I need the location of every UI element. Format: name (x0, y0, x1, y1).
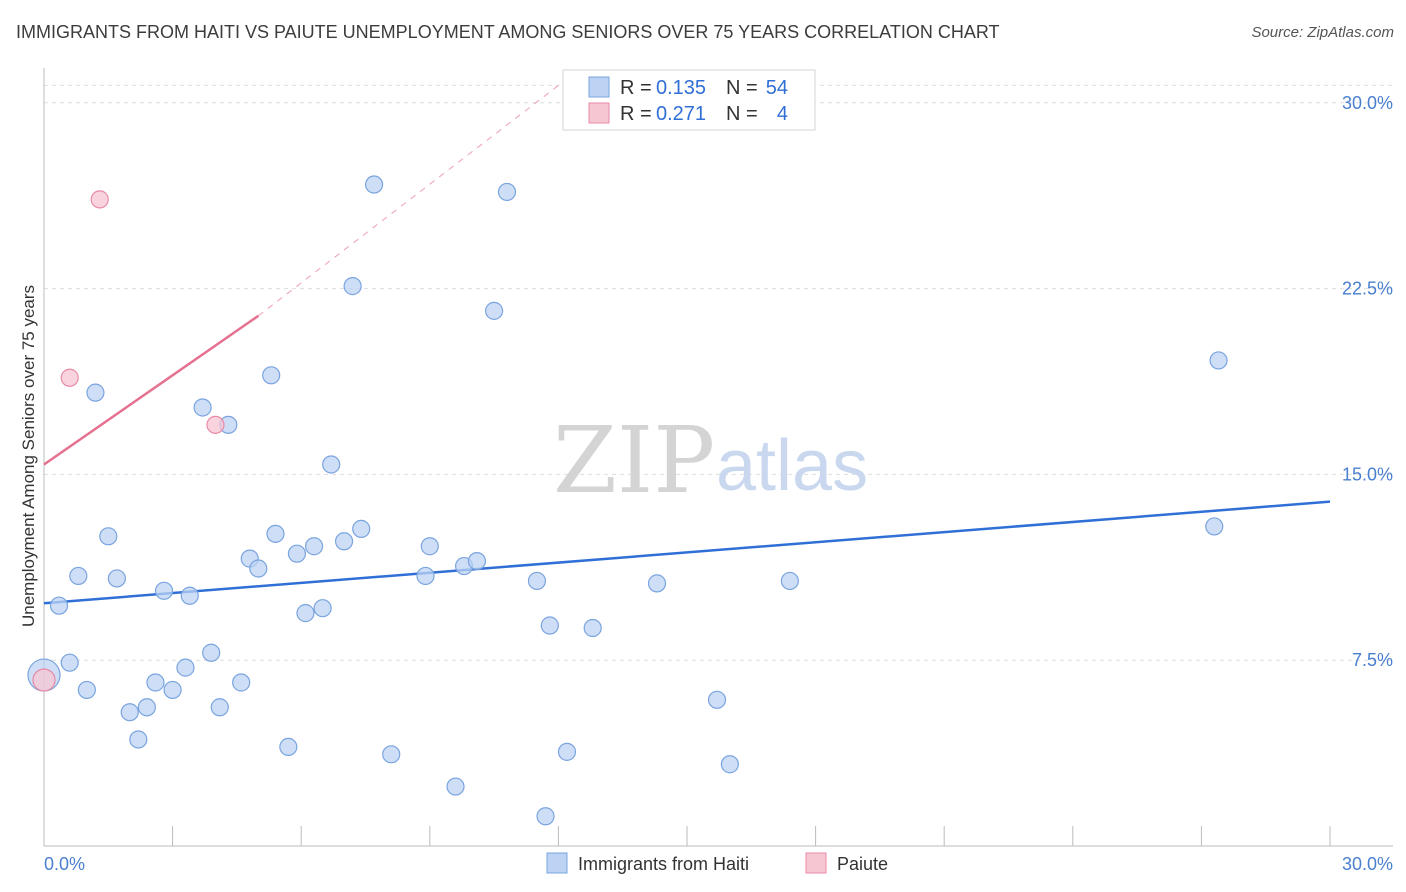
point-haiti (69, 566, 88, 586)
point-haiti (99, 527, 118, 546)
point-haiti (262, 366, 281, 385)
watermark-zip: ZIP (553, 407, 715, 514)
point-haiti (485, 301, 504, 320)
x-tick-label-max: 30.0% (1342, 854, 1393, 874)
point-haiti (60, 653, 79, 672)
axes (43, 68, 1393, 847)
chart-title: IMMIGRANTS FROM HAITI VS PAIUTE UNEMPLOY… (16, 22, 1000, 42)
point-haiti (232, 673, 251, 692)
point-haiti (129, 730, 148, 749)
watermark-atlas: atlas (716, 426, 868, 506)
legend-n-value-haiti: 54 (766, 77, 788, 99)
point-haiti (382, 745, 401, 764)
point-haiti (180, 586, 199, 605)
point-haiti (202, 643, 221, 662)
legend-r-value-haiti: 0.135 (656, 77, 706, 99)
grid-lines (44, 84, 1393, 661)
point-haiti (1205, 517, 1224, 536)
point-haiti (249, 559, 268, 578)
point-haiti (540, 616, 559, 635)
legend-swatch-paiute (588, 102, 610, 124)
y-tick-label: 7.5% (1352, 650, 1393, 670)
point-haiti (313, 599, 332, 618)
trend-line-paiute (43, 314, 260, 466)
point-haiti (210, 698, 229, 717)
correlation-legend: R = 0.135 N = 54 R = 0.271 N = 4 (562, 69, 816, 131)
point-paiute (32, 668, 56, 692)
point-haiti (86, 383, 105, 402)
point-haiti (1209, 351, 1228, 370)
x-tick-label-min: 0.0% (44, 854, 85, 874)
point-haiti (557, 742, 577, 761)
point-haiti (287, 544, 307, 563)
point-haiti (780, 571, 799, 591)
point-haiti (334, 532, 354, 551)
y-tick-label: 30.0% (1342, 93, 1393, 113)
trend-lines (43, 84, 1331, 605)
point-haiti (583, 618, 602, 638)
point-haiti (279, 737, 298, 757)
point-haiti (176, 658, 195, 677)
bottom-legend-label-haiti: Immigrants from Haiti (578, 854, 749, 874)
y-axis-title: Unemployment Among Seniors over 75 years (19, 285, 38, 627)
trend-line-haiti (43, 500, 1331, 605)
y-tick-labels: 7.5% 15.0% 22.5% 30.0% (1342, 93, 1393, 670)
legend-n-label-haiti: N = (726, 77, 758, 99)
point-haiti (154, 581, 174, 600)
source-note: Source: ZipAtlas.com (1251, 24, 1394, 41)
point-haiti (527, 571, 547, 591)
point-haiti (707, 690, 727, 709)
watermark: ZIP atlas (553, 407, 868, 514)
point-haiti (49, 596, 69, 615)
series-legend: Immigrants from Haiti Paiute (546, 852, 888, 874)
point-haiti (304, 537, 324, 556)
point-haiti (266, 524, 285, 543)
y-tick-label: 15.0% (1342, 464, 1393, 484)
point-haiti (163, 680, 182, 700)
point-haiti (107, 569, 126, 588)
point-haiti (720, 755, 739, 774)
point-haiti (296, 604, 315, 623)
point-paiute (206, 415, 225, 434)
bottom-legend-swatch-haiti (546, 852, 568, 874)
bottom-legend-swatch-paiute (805, 852, 827, 874)
legend-swatch-haiti (588, 76, 610, 98)
point-haiti (536, 807, 555, 826)
legend-n-label-paiute: N = (726, 103, 758, 125)
point-haiti (497, 182, 517, 202)
point-haiti (322, 455, 341, 474)
point-haiti (77, 680, 96, 700)
point-haiti (352, 519, 371, 538)
legend-r-label-paiute: R = (620, 103, 652, 125)
trend-line-paiute-extension (257, 84, 559, 317)
point-haiti (193, 398, 212, 417)
legend-r-value-paiute: 0.271 (656, 103, 706, 125)
point-haiti (647, 574, 667, 593)
data-points (27, 175, 1228, 826)
legend-n-value-paiute: 4 (777, 103, 788, 125)
legend-r-label-haiti: R = (620, 77, 652, 99)
point-haiti (120, 703, 139, 722)
point-haiti (146, 673, 165, 692)
point-haiti (343, 277, 362, 296)
point-haiti (364, 175, 384, 194)
point-haiti (446, 777, 465, 796)
point-haiti (420, 537, 439, 556)
point-paiute (60, 368, 79, 387)
bottom-legend-label-paiute: Paiute (837, 854, 888, 874)
point-haiti (137, 698, 156, 717)
y-tick-label: 22.5% (1342, 279, 1393, 299)
point-haiti (467, 551, 487, 571)
point-paiute (90, 190, 109, 209)
point-haiti (416, 566, 435, 586)
